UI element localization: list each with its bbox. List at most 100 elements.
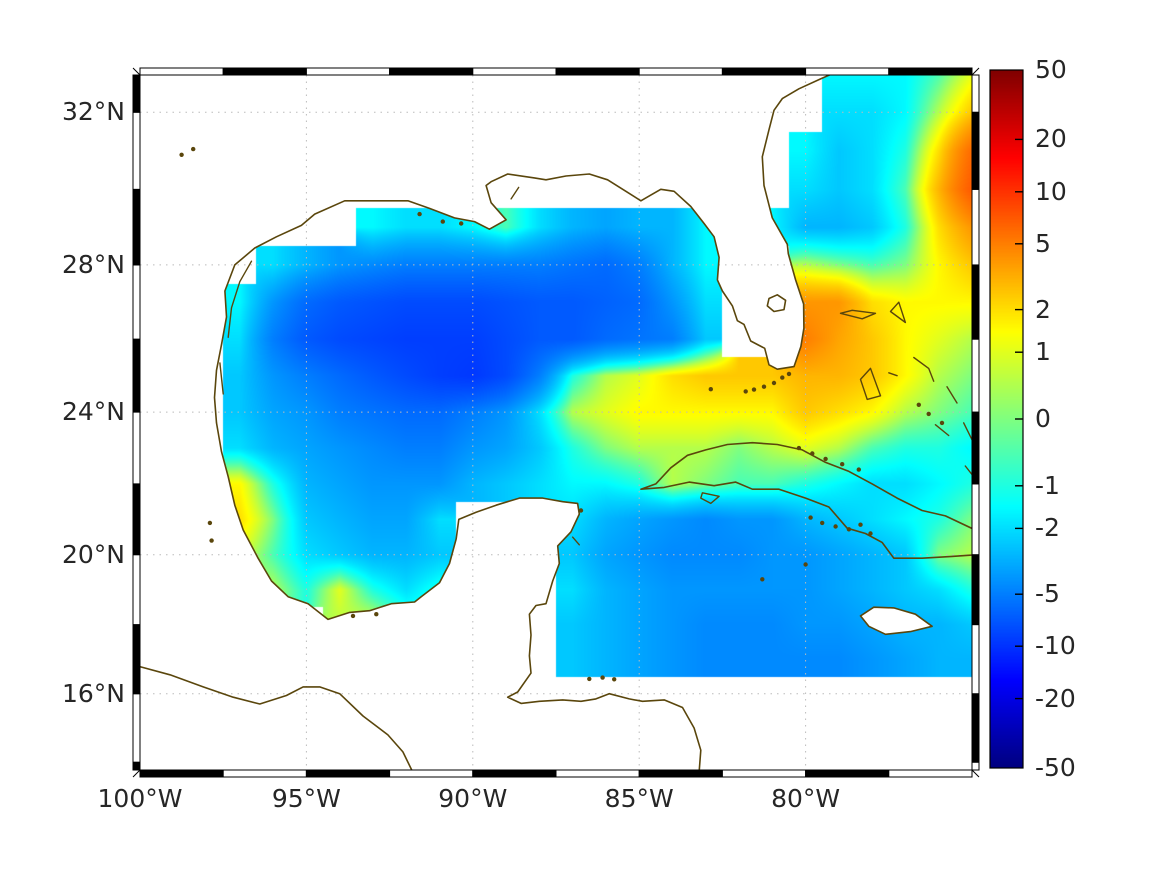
coastline-mainland — [213, 75, 832, 770]
island-dot — [796, 445, 802, 451]
island-dot — [780, 375, 785, 380]
island-dot — [833, 524, 838, 529]
land-fill-jamaica — [860, 607, 933, 635]
x-axis-tick-label: 85°W — [604, 784, 674, 813]
lake-fill-okeechobee — [767, 294, 786, 312]
island-dot — [578, 508, 584, 513]
frame-segment-black — [888, 67, 973, 76]
island-dot — [179, 152, 184, 157]
frame-segment-white — [305, 67, 391, 76]
coastline-island — [859, 367, 882, 401]
coastline-island — [700, 492, 720, 505]
frame-segment-white — [971, 338, 980, 413]
coastline-island — [510, 186, 520, 200]
frame-segment-white — [971, 74, 980, 113]
island-dot — [926, 411, 931, 417]
island-dot — [760, 577, 765, 582]
frame-segment-white — [132, 111, 141, 190]
map-content — [140, 75, 933, 770]
frame-segment-white — [222, 769, 307, 778]
frame-segment-white — [805, 67, 890, 76]
island-dot — [786, 371, 792, 377]
frame-segment-white — [389, 769, 474, 778]
frame-segment-black — [971, 411, 980, 485]
coastline-okeechobee — [766, 294, 787, 313]
colorbar-tick-label: -2 — [1035, 513, 1060, 543]
island-dot — [856, 467, 861, 472]
y-axis-tick-label: 28°N — [61, 249, 125, 279]
island-dot — [417, 211, 422, 217]
frame-segment-white — [971, 761, 980, 771]
frame-segment-white — [132, 411, 141, 485]
island-dot — [939, 420, 945, 426]
island-dot — [823, 456, 828, 462]
colorbar-tick-label: -5 — [1035, 579, 1060, 609]
colorbar-tick-label: -10 — [1035, 631, 1076, 661]
coastline-island — [571, 536, 580, 546]
island-dot — [440, 219, 445, 224]
coastline-island — [888, 372, 898, 377]
colorbar-tick-label: 1 — [1035, 337, 1051, 367]
x-axis-tick-label: 95°W — [271, 784, 341, 813]
frame-segment-white — [638, 67, 723, 76]
graticule — [140, 75, 972, 770]
island-dot — [810, 451, 815, 456]
frame-segment-black — [132, 624, 141, 695]
frame-segment-black — [805, 769, 890, 778]
island-dot — [751, 387, 757, 392]
frame-segment-black — [721, 67, 807, 76]
colorbar-tick-label: 0 — [1035, 404, 1051, 433]
frame-corner-miter — [132, 67, 141, 76]
frame-segment-black — [971, 111, 980, 190]
island-dot — [600, 675, 605, 680]
coastline-pacific — [140, 665, 413, 770]
island-dot — [761, 384, 767, 389]
coastline-cuba — [640, 441, 972, 559]
y-axis-tick-label: 16°N — [61, 678, 125, 708]
frame-segment-black — [132, 483, 141, 556]
island-dot — [207, 520, 213, 526]
frame-segment-black — [132, 338, 141, 413]
island-dot — [846, 527, 852, 532]
colorbar-tick-label: 10 — [1035, 176, 1067, 206]
coastline-island — [219, 362, 224, 395]
frame-segment-white — [971, 483, 980, 556]
colorbar-tick-label: -1 — [1035, 470, 1060, 500]
island-dot — [374, 612, 379, 617]
coastline-island — [963, 422, 972, 442]
coastlines — [140, 75, 972, 770]
island-dot — [820, 520, 825, 526]
coastline-island — [839, 309, 877, 320]
colorbar-tick-label: 5 — [1035, 228, 1051, 258]
island-dot — [708, 387, 713, 392]
frame-segment-white — [888, 769, 973, 778]
colorbar-tick-label: -20 — [1035, 683, 1076, 713]
colorbar-tick-label: 20 — [1035, 124, 1067, 154]
island-dot — [459, 221, 464, 226]
island-dot — [803, 562, 808, 567]
island-dot — [209, 538, 214, 543]
frame-segment-white — [139, 67, 224, 76]
coastline-island — [934, 424, 950, 437]
frame-segment-white — [555, 769, 640, 778]
coastline-island — [913, 356, 935, 382]
frame-segment-black — [971, 264, 980, 340]
frame-segment-white — [971, 188, 980, 266]
coastline-island — [889, 301, 907, 324]
island-dot — [771, 380, 777, 386]
island-dot — [612, 677, 617, 682]
frame-segment-white — [132, 264, 141, 340]
island-dot — [858, 522, 863, 527]
x-axis-tick-label: 90°W — [438, 784, 508, 813]
island-dot — [743, 389, 748, 394]
colorbar — [989, 69, 1024, 769]
x-axis-tick-label: 80°W — [771, 784, 841, 813]
frame-segment-black — [472, 769, 557, 778]
island-dot — [916, 402, 921, 407]
frame-segment-white — [132, 554, 141, 626]
frame-segment-black — [132, 74, 141, 113]
frame-segment-black — [305, 769, 391, 778]
frame-segment-white — [132, 693, 141, 763]
island-dot — [840, 462, 845, 467]
